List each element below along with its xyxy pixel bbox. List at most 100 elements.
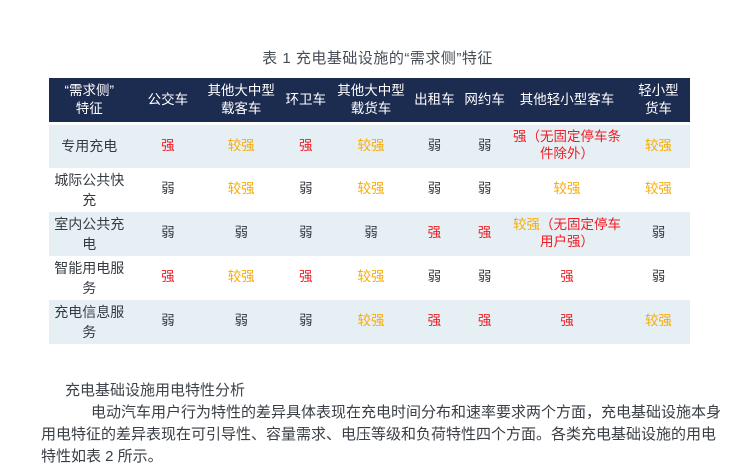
- rating-cell: 弱: [462, 256, 507, 300]
- rating-text: 强: [560, 269, 574, 285]
- table-header-row: “需求侧” 特征 公交车 其他大中型 载客车 环卫车 其他大中型 载货车 出租车 网约车 其他…: [49, 78, 690, 125]
- rating-text: 弱: [477, 137, 492, 153]
- rating-text: 强: [477, 313, 492, 329]
- rating-cell: 强: [407, 212, 463, 256]
- rating-cell: 弱: [206, 212, 276, 256]
- rating-text: 弱: [161, 313, 175, 329]
- rating-text: 强: [161, 269, 175, 285]
- rating-cell: 弱: [276, 212, 335, 256]
- section-heading: 充电基础设施用电特性分析: [65, 382, 246, 399]
- table-row: 城际公共快充 弱 较强 弱 较强 弱 弱 较强 较强: [49, 167, 690, 212]
- column-header: 环卫车: [276, 78, 336, 125]
- column-header: 其他大中型 载客车: [206, 78, 277, 125]
- rating-text: 弱: [427, 269, 442, 285]
- rating-cell: 较强: [335, 256, 406, 300]
- rating-text: 弱: [364, 225, 378, 241]
- table-row: 智能用电服务 强 较强 强 较强 弱 弱 强 弱: [49, 255, 690, 300]
- rating-cell: 弱: [407, 256, 463, 300]
- rating-cell: 较强: [335, 124, 406, 168]
- rating-text: 弱: [427, 181, 442, 197]
- rating-cell: 较强: [206, 124, 276, 168]
- row-label: 智能用电服务: [54, 259, 125, 296]
- column-header: 其他轻小型客车: [507, 78, 627, 125]
- rating-cell: 弱: [276, 300, 335, 344]
- demand-side-table: “需求侧” 特征 公交车 其他大中型 载客车 环卫车 其他大中型 载货车 出租车 网约车 其他…: [49, 78, 690, 344]
- rating-text: （无固定停车 用户强）: [539, 216, 621, 249]
- rating-cell: 弱: [206, 300, 276, 344]
- rating-cell: 强: [130, 124, 207, 168]
- rating-cell: 弱: [627, 256, 690, 300]
- table-title: 表 1 充电基础设施的“需求侧”特征: [262, 50, 493, 67]
- rating-text: 较强: [512, 216, 540, 232]
- rating-text: 强（无固定停车条 件除外）: [512, 129, 621, 162]
- row-label: 城际公共快充: [54, 171, 125, 208]
- rating-text: 较强: [227, 181, 255, 197]
- rating-text: 弱: [651, 225, 666, 241]
- column-header: 公交车: [129, 78, 207, 125]
- row-label: 室内公共充电: [54, 215, 125, 252]
- rating-cell: 强: [276, 124, 335, 168]
- rating-cell: 强: [130, 256, 207, 300]
- rating-cell: 强: [507, 256, 627, 300]
- rating-text: 弱: [651, 269, 666, 285]
- rating-cell: 弱: [335, 212, 406, 256]
- body-paragraph: 电动汽车用户行为特性的差异具体表现在充电时间分布和速率要求两个方面，充电基础设施…: [41, 404, 722, 465]
- rating-text: 较强: [644, 181, 672, 197]
- rating-cell: 弱: [462, 124, 507, 168]
- table-row: 专用充电 强 较强 强 较强 弱 弱 强（无固定停车条 件除外） 较强: [49, 123, 690, 168]
- rating-text: 弱: [234, 313, 248, 329]
- rating-text: 弱: [234, 225, 248, 241]
- column-header: “需求侧” 特征: [49, 78, 130, 125]
- rating-text: 弱: [299, 225, 313, 241]
- rating-cell: 较强: [627, 124, 690, 168]
- row-label: 专用充电: [61, 138, 118, 155]
- rating-text: 较强: [357, 181, 385, 197]
- rating-text: 弱: [161, 225, 175, 241]
- rating-text: 强: [477, 225, 492, 241]
- column-header: 其他大中型 载货车: [335, 78, 407, 125]
- rating-text: 弱: [477, 269, 492, 285]
- table-row: 充电信息服务 弱 弱 弱 较强 强 强 强 较强: [49, 299, 690, 344]
- rating-text: 较强: [553, 181, 581, 197]
- rating-cell: 弱: [407, 168, 463, 212]
- rating-cell: 弱: [462, 168, 507, 212]
- rating-cell: 强: [507, 300, 627, 344]
- rating-cell: 弱: [130, 168, 207, 212]
- rating-cell: 较强: [335, 300, 406, 344]
- rating-text: 较强: [227, 269, 255, 285]
- rating-cell: 强: [462, 212, 507, 256]
- table-row: 室内公共充电弱弱弱弱强强较强（无固定停车 用户强）弱: [49, 211, 690, 256]
- rating-text: 较强: [644, 313, 672, 329]
- column-header: 轻小型 货车: [626, 78, 690, 125]
- rating-text: 弱: [427, 137, 442, 153]
- rating-cell: 弱: [276, 168, 335, 212]
- rating-cell: 弱: [130, 212, 207, 256]
- rating-cell: 较强: [335, 168, 406, 212]
- rating-text: 强: [427, 313, 442, 329]
- rating-text: 较强: [357, 137, 385, 153]
- table-header: “需求侧” 特征 公交车 其他大中型 载客车 环卫车 其他大中型 载货车 出租车 网约车 其他…: [49, 78, 690, 125]
- rating-text: 弱: [161, 181, 175, 197]
- rating-cell: 较强: [627, 168, 690, 212]
- rating-text: 强: [299, 137, 313, 153]
- rating-cell: 较强: [206, 168, 276, 212]
- rating-cell: 强: [407, 300, 463, 344]
- rating-text: 弱: [299, 313, 313, 329]
- rating-cell: 较强: [206, 256, 276, 300]
- rating-cell: 较强（无固定停车 用户强）: [507, 212, 627, 256]
- rating-cell: 强: [462, 300, 507, 344]
- column-header: 网约车: [462, 78, 508, 125]
- rating-cell: 弱: [627, 212, 690, 256]
- rating-cell: 较强: [507, 168, 627, 212]
- rating-cell: 弱: [407, 124, 463, 168]
- rating-text: 强: [161, 137, 175, 153]
- rating-text: 强: [299, 269, 313, 285]
- rating-text: 强: [427, 225, 442, 241]
- rating-cell: 强: [276, 256, 335, 300]
- rating-text: 较强: [357, 313, 385, 329]
- rating-text: 强: [560, 313, 574, 329]
- rating-text: 较强: [644, 137, 672, 153]
- rating-cell: 强（无固定停车条 件除外）: [507, 124, 627, 168]
- row-label: 充电信息服务: [54, 303, 125, 340]
